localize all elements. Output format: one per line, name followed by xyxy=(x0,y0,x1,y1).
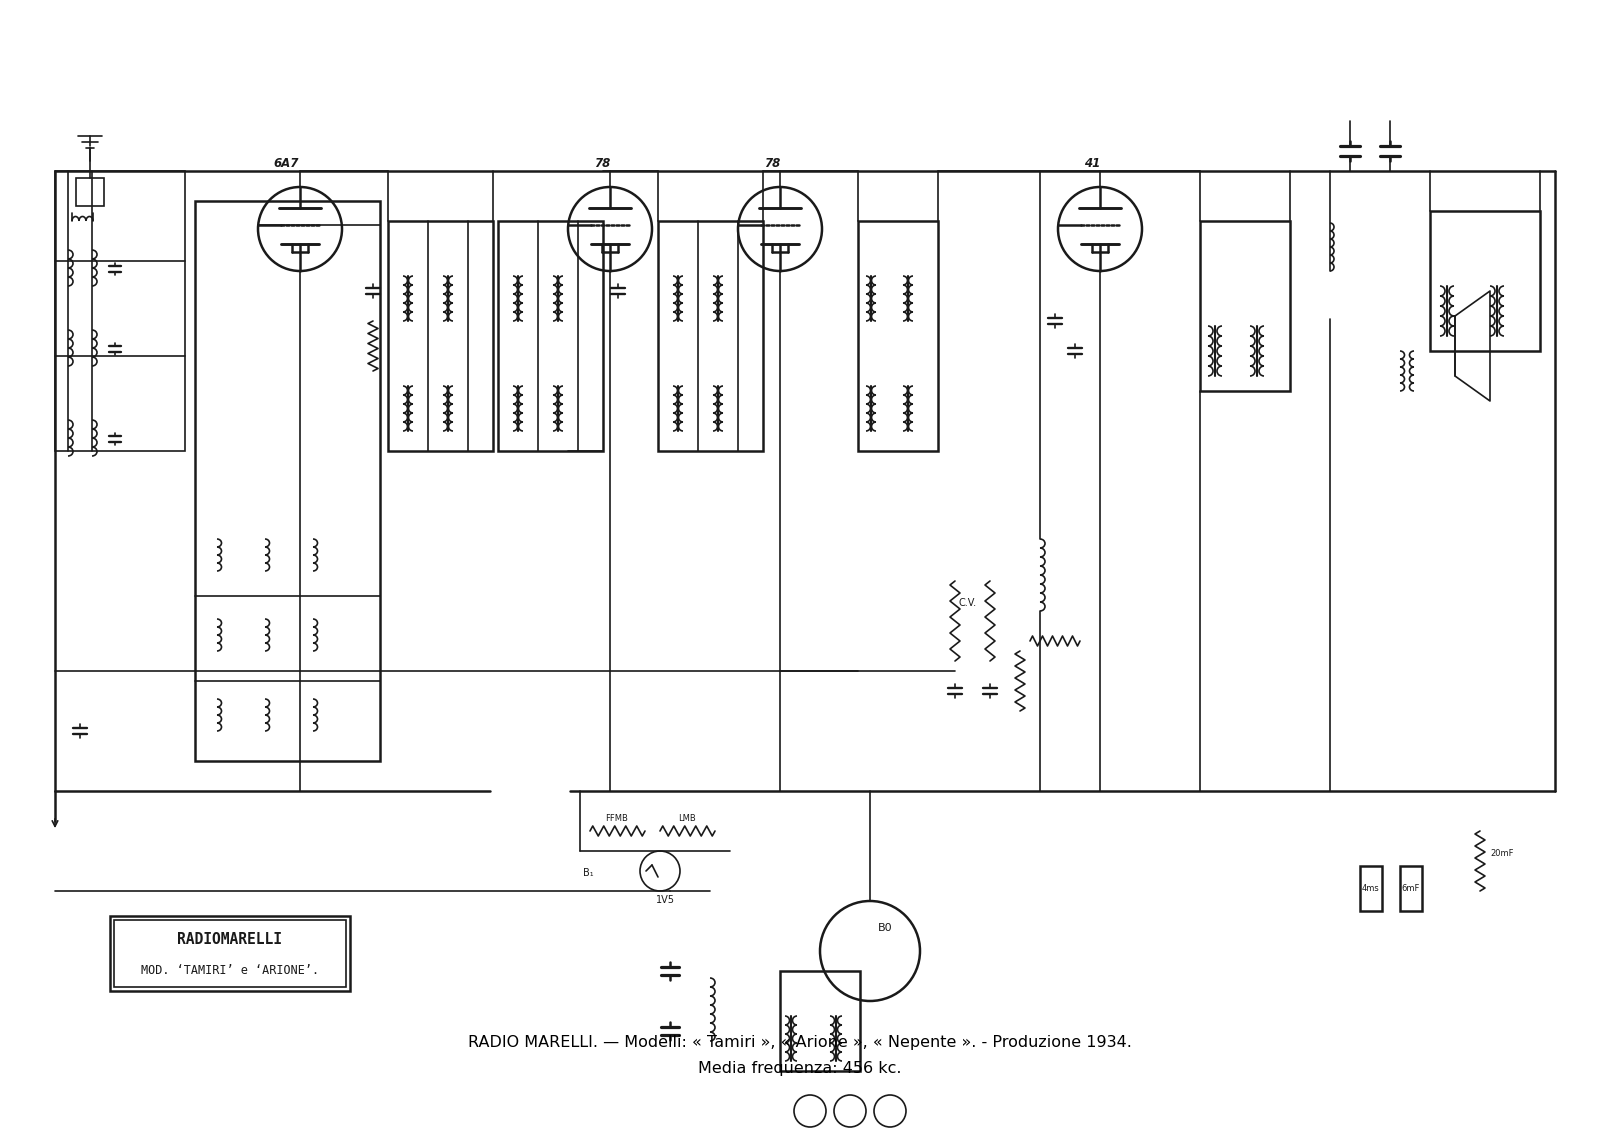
Text: 1V5: 1V5 xyxy=(656,895,675,905)
Text: 4ms: 4ms xyxy=(1362,884,1379,893)
Text: 20mF: 20mF xyxy=(1490,849,1514,858)
Bar xyxy=(54,171,186,451)
Bar xyxy=(114,920,346,987)
Text: Media frequenza: 456 kc.: Media frequenza: 456 kc. xyxy=(698,1062,902,1077)
Bar xyxy=(1360,866,1382,910)
Text: 78: 78 xyxy=(763,157,781,170)
Text: RADIOMARELLI: RADIOMARELLI xyxy=(178,932,283,948)
Text: 6A7: 6A7 xyxy=(274,157,299,170)
Text: B0: B0 xyxy=(878,923,893,933)
Text: 6mF: 6mF xyxy=(1402,884,1421,893)
Bar xyxy=(195,201,381,761)
Text: LMB: LMB xyxy=(678,814,696,823)
Bar xyxy=(1430,211,1539,351)
Text: B₁: B₁ xyxy=(582,867,594,878)
Text: 78: 78 xyxy=(594,157,610,170)
Text: RADIO MARELLI. — Modelli: « Tamiri », « Arione », « Nepente ». - Produzione 1934: RADIO MARELLI. — Modelli: « Tamiri », « … xyxy=(469,1036,1131,1051)
Bar xyxy=(110,916,350,991)
Bar xyxy=(1200,221,1290,391)
Text: MOD. ‘TAMIRI’ e ‘ARIONE’.: MOD. ‘TAMIRI’ e ‘ARIONE’. xyxy=(141,964,318,976)
Bar xyxy=(781,972,861,1071)
Text: C.V.: C.V. xyxy=(958,598,978,608)
Bar xyxy=(498,221,603,451)
Bar xyxy=(658,221,763,451)
Bar xyxy=(858,221,938,451)
Bar xyxy=(1400,866,1422,910)
Bar xyxy=(387,221,493,451)
Text: FFMB: FFMB xyxy=(605,814,629,823)
Text: 41: 41 xyxy=(1083,157,1101,170)
Bar xyxy=(77,178,104,206)
